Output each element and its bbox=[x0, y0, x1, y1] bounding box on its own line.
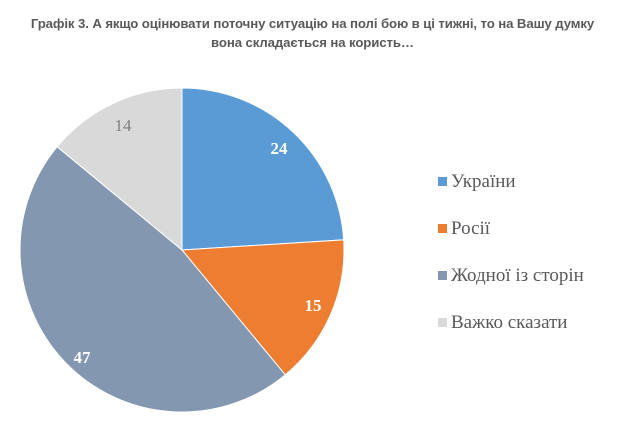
chart-title: Графік 3. А якщо оцінювати поточну ситуа… bbox=[0, 14, 625, 52]
chart-title-line1: Графік 3. А якщо оцінювати поточну ситуа… bbox=[30, 16, 595, 31]
legend-swatch-neither bbox=[438, 271, 447, 280]
slice-neither bbox=[19, 146, 286, 413]
legend-swatch-russia bbox=[438, 224, 447, 233]
legend-item-russia: Росії bbox=[438, 205, 584, 252]
legend-label: Росії bbox=[451, 217, 491, 239]
legend-item-hard-to-say: Важко сказати bbox=[438, 299, 584, 346]
legend-item-neither: Жодної із сторін bbox=[438, 252, 584, 299]
legend-label: Важко сказати bbox=[451, 311, 568, 333]
label-neither: 47 bbox=[74, 348, 92, 367]
label-ukraine: 24 bbox=[271, 139, 289, 158]
legend: України Росії Жодної із сторін Важко ска… bbox=[438, 158, 584, 346]
legend-swatch-hard-to-say bbox=[438, 318, 447, 327]
chart-title-line2: вона складається на користь… bbox=[211, 35, 414, 50]
legend-label: України bbox=[451, 170, 516, 192]
legend-swatch-ukraine bbox=[438, 177, 447, 186]
legend-label: Жодної із сторін bbox=[451, 264, 584, 286]
pie-slices bbox=[19, 87, 345, 413]
label-hard-to-say: 14 bbox=[115, 116, 133, 135]
legend-item-ukraine: України bbox=[438, 158, 584, 205]
label-russia: 15 bbox=[305, 296, 322, 315]
slice-hard-to-say bbox=[56, 87, 183, 252]
slice-ukraine bbox=[181, 87, 345, 251]
slice-russia bbox=[180, 239, 345, 376]
